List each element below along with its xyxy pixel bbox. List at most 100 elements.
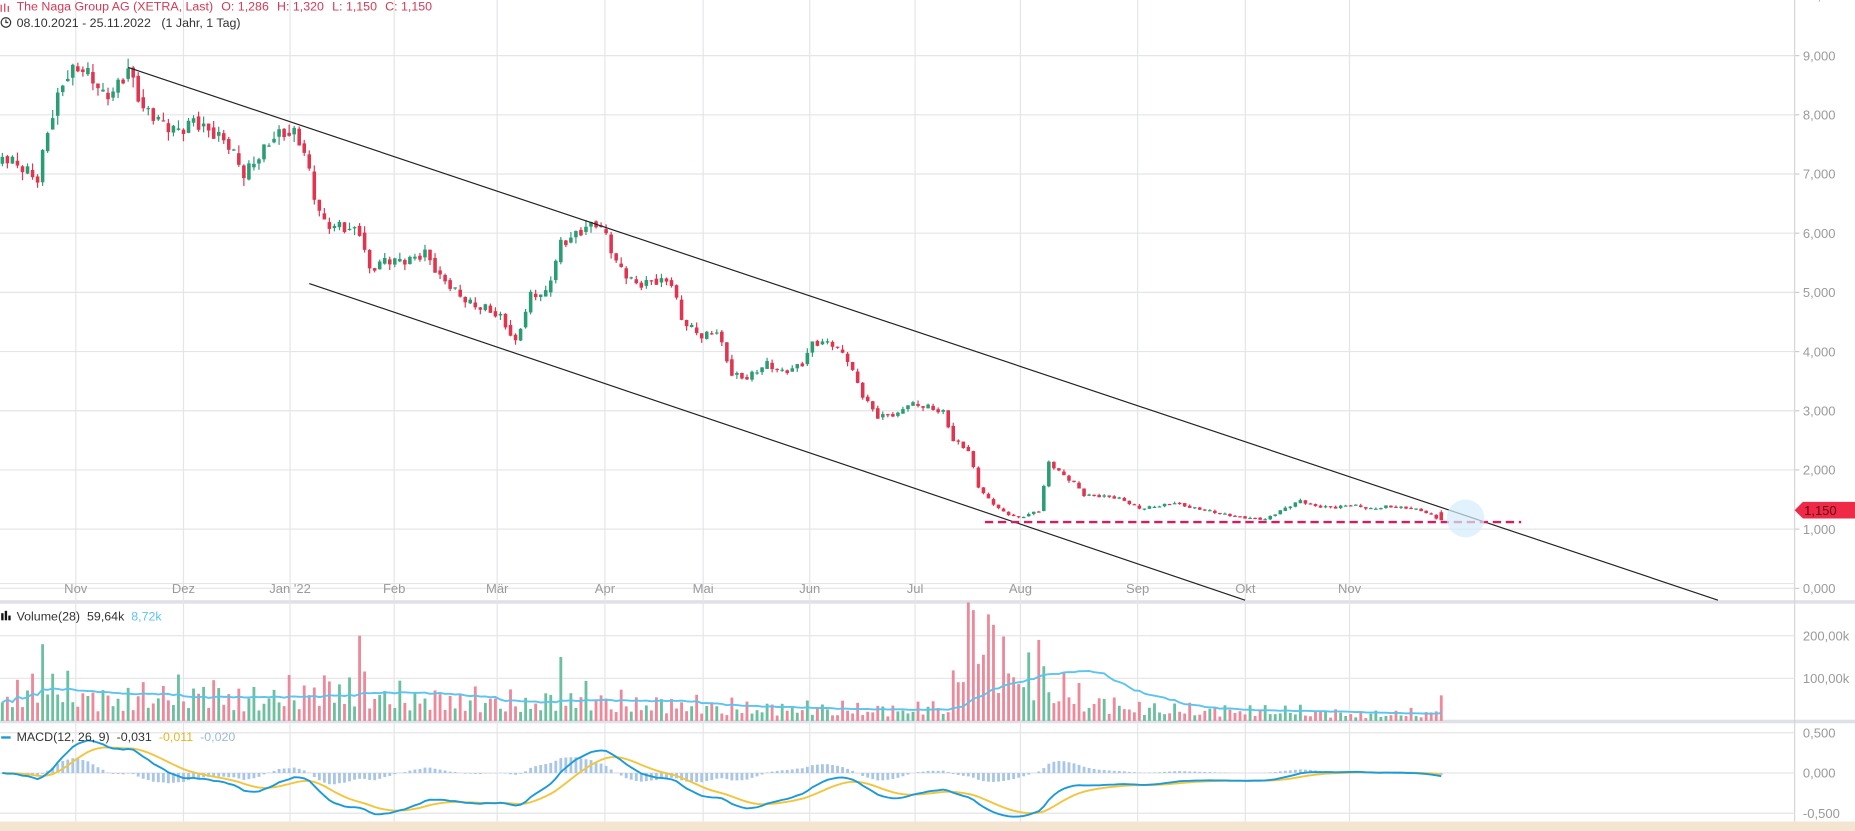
volume-bar	[1288, 712, 1292, 721]
candle-body	[1037, 511, 1041, 513]
candle-body	[1021, 516, 1026, 519]
candle	[1303, 500, 1308, 505]
volume-bar	[141, 682, 145, 721]
volume-bar	[1127, 709, 1131, 721]
candle	[1333, 505, 1338, 509]
volume-bar	[529, 708, 533, 721]
volume-bar	[56, 694, 60, 721]
svg-text:1,150: 1,150	[1804, 503, 1837, 518]
candle	[1072, 480, 1076, 483]
macd-histogram-bar	[549, 762, 553, 773]
candle	[825, 338, 830, 345]
candle	[1348, 505, 1353, 507]
candle-body	[1243, 516, 1247, 519]
candle	[1409, 506, 1413, 510]
candle-body	[458, 289, 462, 297]
candle	[921, 405, 925, 412]
candle	[101, 83, 105, 92]
candle	[548, 276, 553, 297]
x-tick-label: Sep	[1126, 581, 1149, 596]
volume-bar	[971, 610, 975, 721]
macd-histogram-bar	[1037, 771, 1041, 773]
candle-body	[121, 79, 125, 84]
candle	[765, 357, 769, 369]
volume-bar	[534, 703, 538, 721]
volume-bar	[393, 708, 397, 721]
x-tick-label: Mär	[486, 581, 509, 596]
volume-bar	[1278, 713, 1282, 721]
candle-body	[996, 504, 1001, 509]
candle-body	[523, 311, 528, 328]
candle	[398, 252, 402, 263]
volume-bar	[1163, 714, 1166, 721]
candle-body	[1348, 505, 1353, 507]
macd-histogram-bar	[1077, 764, 1081, 773]
svg-text:MACD(12, 26, 9) -0,031: MACD(12, 26, 9) -0,031 -0,011 -0,020	[17, 730, 236, 744]
candle	[50, 109, 55, 130]
candle-body	[1273, 514, 1278, 516]
macd-histogram-bar	[131, 772, 135, 775]
candle	[1364, 506, 1368, 511]
volume-bar	[514, 706, 517, 721]
volume-bar	[36, 702, 40, 721]
candle	[352, 226, 357, 236]
candle-body	[372, 268, 377, 271]
candle	[176, 120, 181, 131]
volume-bar	[861, 715, 865, 721]
candle-body	[508, 324, 513, 336]
candle	[1313, 503, 1318, 507]
volume-bar	[146, 707, 150, 721]
candle-body	[418, 255, 422, 260]
macd-histogram-bar	[1072, 763, 1076, 773]
candle	[865, 394, 870, 403]
macd-histogram-bar	[282, 768, 286, 773]
macd-histogram-bar	[866, 772, 870, 778]
candle-body	[337, 221, 342, 228]
candle	[438, 266, 442, 279]
volume-bar	[1047, 692, 1051, 721]
candle	[1243, 515, 1247, 519]
candle	[1293, 502, 1298, 508]
candle-body	[1379, 508, 1383, 510]
candle	[1001, 507, 1006, 512]
candle	[730, 354, 734, 377]
candle-body	[805, 352, 810, 365]
candle-body	[443, 275, 447, 282]
candle	[332, 223, 337, 232]
volume-bar	[1324, 711, 1327, 721]
volume-bar	[121, 710, 125, 721]
macd-histogram-bar	[514, 772, 517, 775]
candle-body	[116, 79, 120, 93]
candle-body	[1233, 515, 1237, 517]
volume-bar	[1067, 697, 1071, 721]
volume-bar	[1173, 703, 1177, 721]
candle	[745, 374, 749, 380]
candle-body	[619, 263, 623, 267]
candle	[408, 255, 412, 265]
volume-bar	[217, 688, 221, 721]
candle-body	[1026, 514, 1031, 517]
volume-bar	[680, 702, 683, 721]
macd-histogram-bar	[740, 772, 744, 781]
candle-body	[156, 116, 161, 120]
candle	[855, 368, 860, 384]
volume-bar	[549, 694, 553, 721]
macd-histogram-bar	[338, 772, 341, 784]
volume-bar	[1268, 714, 1272, 721]
y-tick-label: 8,000	[1803, 108, 1836, 123]
candle-body	[483, 304, 488, 311]
macd-histogram-bar	[921, 771, 925, 773]
candle	[20, 165, 25, 181]
candle	[971, 450, 976, 469]
volume-bar	[790, 707, 794, 721]
macd-histogram-bar	[891, 772, 895, 780]
candle-body	[956, 440, 961, 442]
volume-bar	[1183, 713, 1187, 721]
candle-body	[1047, 461, 1051, 487]
candle-body	[1122, 497, 1127, 501]
volume-bar	[821, 704, 824, 721]
candle-body	[403, 260, 407, 265]
volume-bar	[997, 692, 1000, 721]
volume-bar	[297, 709, 301, 721]
